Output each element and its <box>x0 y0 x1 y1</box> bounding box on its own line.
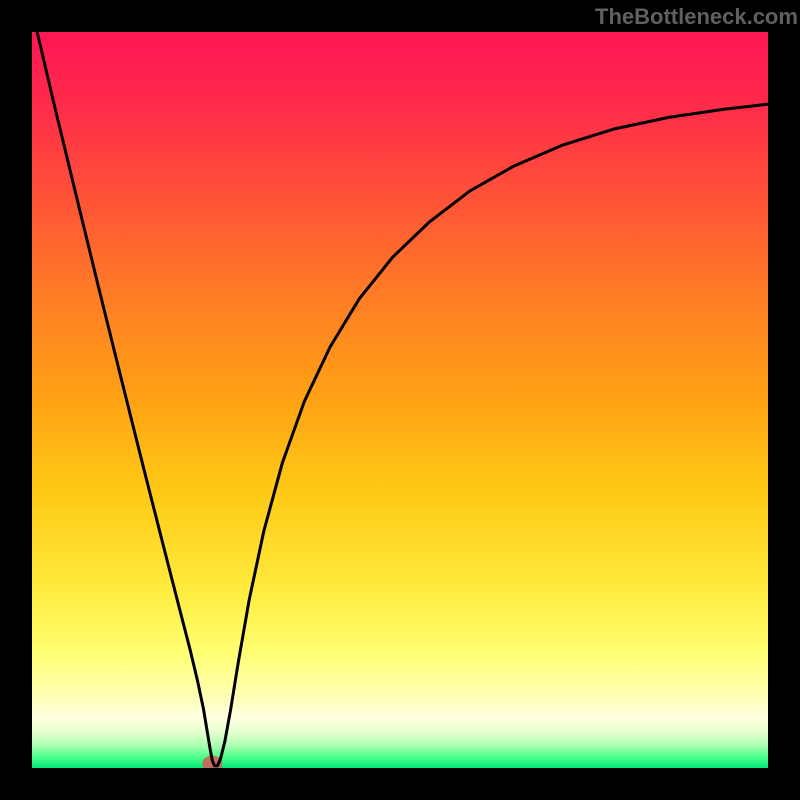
chart-svg <box>0 0 800 800</box>
watermark-text: TheBottleneck.com <box>595 4 798 30</box>
gradient-background <box>32 32 768 768</box>
